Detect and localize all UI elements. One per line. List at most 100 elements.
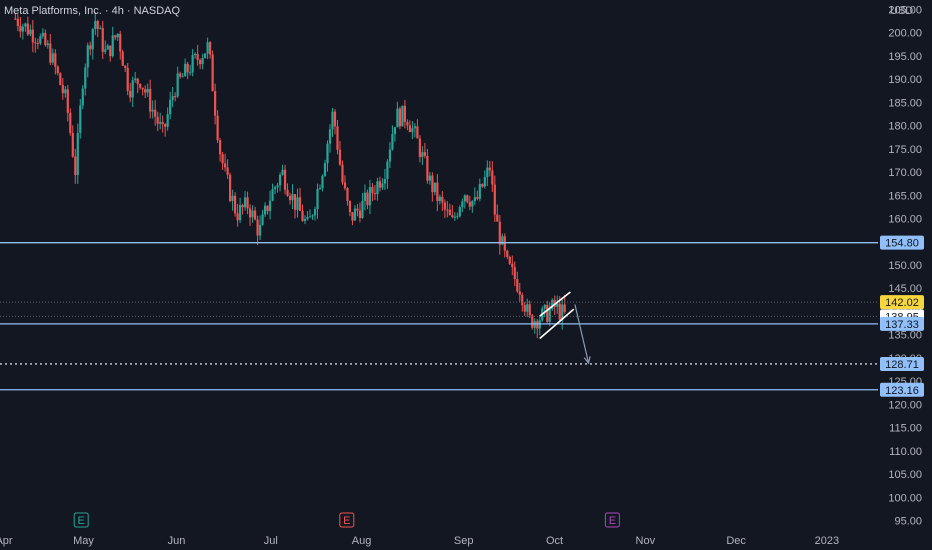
candle-body (131, 80, 134, 98)
candle-body (276, 185, 279, 188)
candle-body (134, 78, 137, 81)
candle-body (136, 78, 139, 85)
candle-body (331, 111, 334, 130)
candle-body (373, 193, 377, 195)
x-tick-label: 2023 (815, 535, 839, 547)
candle-body (69, 112, 72, 133)
x-axis: Apr May Jun Jul Aug Sep Oct Nov Dec 2023 (0, 535, 839, 547)
candle-body (326, 143, 329, 164)
candle-body (491, 170, 494, 185)
x-tick-label: Jul (264, 535, 278, 547)
candle-body (263, 205, 267, 215)
candle-body (521, 294, 524, 306)
candle-body (391, 134, 394, 150)
candle-body (363, 192, 367, 201)
earnings-marker[interactable] (604, 512, 620, 528)
candle-body (151, 109, 154, 112)
y-tick-label: 200.00 (888, 28, 922, 40)
candle-body (398, 108, 402, 127)
channel-upper-line[interactable] (539, 291, 571, 317)
candle-body (428, 175, 431, 181)
candle-body (386, 161, 389, 180)
x-tick-label: May (73, 535, 94, 547)
projection-arrow[interactable] (574, 304, 590, 364)
x-tick-label: Aug (352, 535, 372, 547)
drawings-layer (539, 291, 591, 365)
candle-body (523, 305, 526, 312)
candle-body (76, 132, 79, 176)
candle-body (64, 89, 67, 94)
candle-body (446, 209, 449, 211)
candle-body (59, 73, 62, 85)
candle-body (84, 67, 87, 89)
y-tick-label: 120.00 (888, 399, 922, 411)
candle-body (229, 174, 232, 201)
channel-lower-line[interactable] (539, 308, 575, 340)
candle-body (513, 267, 516, 280)
candle-body (186, 63, 189, 73)
y-tick-label: 145.00 (888, 283, 922, 295)
candle-body (516, 279, 519, 292)
y-tick-label: 115.00 (889, 423, 922, 435)
earnings-marker[interactable] (73, 512, 89, 528)
candle-body (14, 18, 17, 20)
candle-body (346, 188, 349, 201)
candle-body (473, 197, 476, 201)
candle-body (233, 195, 237, 214)
candle-body (189, 72, 192, 74)
candle-body (343, 182, 347, 189)
candle-body (406, 121, 409, 126)
candle-body (338, 149, 342, 165)
candle-body (124, 65, 127, 68)
candle-body (456, 216, 459, 218)
candle-body (129, 90, 132, 98)
candle-body (21, 26, 24, 32)
candle-body (49, 43, 52, 63)
candle-body (353, 208, 357, 221)
candle-body (176, 73, 179, 97)
candle-body (273, 187, 277, 190)
candle-body (36, 42, 39, 44)
earnings-marker[interactable] (339, 512, 355, 528)
candle-body (388, 149, 392, 162)
currency-label: USD (890, 5, 913, 17)
candle-body (323, 163, 327, 176)
candle-body (548, 309, 551, 322)
chart-title: Meta Platforms, Inc. · 4h · NASDAQ (4, 5, 180, 17)
candle-body (306, 217, 309, 220)
candle-body (433, 182, 436, 193)
y-tick-label: 190.00 (888, 74, 922, 86)
candle-body (24, 23, 27, 27)
candle-body (119, 33, 122, 52)
candle-body (418, 138, 421, 158)
candle-body (139, 84, 142, 88)
candle-body (536, 321, 539, 329)
candle-body (483, 177, 486, 187)
candle-body (401, 105, 404, 127)
candle-body (199, 59, 202, 65)
candle-body (358, 210, 362, 218)
candle-body (488, 167, 491, 171)
candle-body (561, 304, 564, 320)
candle-body (204, 53, 207, 58)
candle-body (496, 214, 499, 222)
candle-body (313, 209, 317, 216)
y-axis: 95.00100.00105.00110.00115.00120.00125.0… (888, 4, 922, 527)
candle-body (248, 208, 252, 218)
earnings-marker-label: E (343, 515, 350, 527)
candle-body (179, 73, 182, 77)
candle-body (79, 105, 82, 133)
candle-body (423, 152, 426, 156)
candle-body (54, 53, 57, 67)
candle-body (66, 89, 69, 113)
candle-body (161, 122, 164, 125)
candle-body (328, 129, 332, 144)
price-tag-box (880, 235, 924, 250)
candle-body (531, 315, 534, 328)
candle-body (159, 122, 162, 124)
candle-body (458, 207, 461, 217)
candle-body (166, 114, 169, 127)
